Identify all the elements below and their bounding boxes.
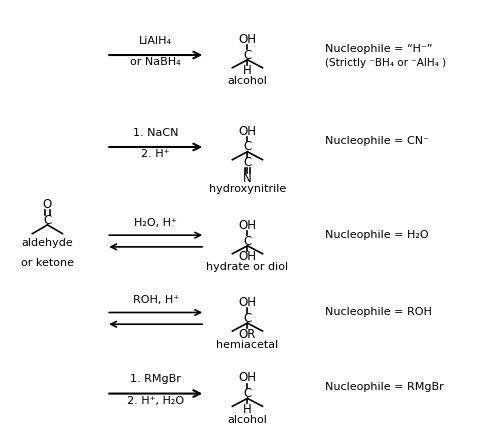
Text: C: C — [243, 140, 252, 154]
Text: alcohol: alcohol — [228, 415, 267, 425]
Text: OH: OH — [239, 33, 256, 45]
Text: LiAlH₄: LiAlH₄ — [139, 36, 172, 46]
Text: 1. NaCN: 1. NaCN — [133, 128, 179, 138]
Text: OH: OH — [239, 219, 256, 232]
Text: or ketone: or ketone — [21, 259, 74, 269]
Text: Nucleophile = H₂O: Nucleophile = H₂O — [325, 230, 429, 240]
Text: ROH, H⁺: ROH, H⁺ — [132, 295, 179, 305]
Text: OH: OH — [239, 296, 256, 309]
Text: OH: OH — [239, 124, 256, 138]
Text: H: H — [243, 403, 252, 416]
Text: H₂O, H⁺: H₂O, H⁺ — [134, 218, 177, 228]
Text: C: C — [43, 214, 52, 227]
Text: aldehyde: aldehyde — [22, 238, 73, 248]
Text: Nucleophile = CN⁻: Nucleophile = CN⁻ — [325, 136, 429, 146]
Text: OH: OH — [239, 371, 256, 384]
Text: C: C — [243, 387, 252, 400]
Text: N: N — [243, 172, 252, 185]
Text: alcohol: alcohol — [228, 76, 267, 87]
Text: C: C — [243, 48, 252, 61]
Text: C: C — [243, 235, 252, 248]
Text: hemiacetal: hemiacetal — [216, 340, 278, 350]
Text: 2. H⁺, H₂O: 2. H⁺, H₂O — [127, 396, 184, 406]
Text: hydroxynitrile: hydroxynitrile — [209, 184, 286, 194]
Text: H: H — [243, 64, 252, 77]
Text: Nucleophile = “H⁻”: Nucleophile = “H⁻” — [325, 44, 432, 54]
Text: Nucleophile = RMgBr: Nucleophile = RMgBr — [325, 382, 444, 392]
Text: 1. RMgBr: 1. RMgBr — [130, 375, 181, 384]
Text: OR: OR — [239, 328, 256, 341]
Text: hydrate or diol: hydrate or diol — [206, 263, 288, 272]
Text: C: C — [243, 156, 252, 169]
Text: (Strictly ⁻BH₄ or ⁻AlH₄ ): (Strictly ⁻BH₄ or ⁻AlH₄ ) — [325, 57, 446, 67]
Text: OH: OH — [239, 251, 256, 263]
Text: Nucleophile = ROH: Nucleophile = ROH — [325, 307, 432, 317]
Text: O: O — [43, 198, 52, 211]
Text: 2. H⁺: 2. H⁺ — [142, 149, 170, 159]
Text: or NaBH₄: or NaBH₄ — [131, 57, 181, 67]
Text: C: C — [243, 312, 252, 325]
